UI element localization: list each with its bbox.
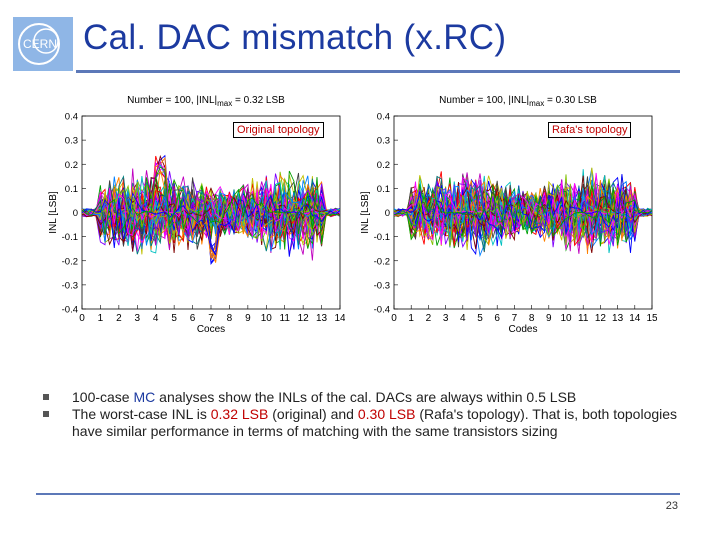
y-tick-label: -0.2 bbox=[62, 256, 78, 267]
inl-series-line bbox=[394, 184, 652, 239]
y-tick-label: 0.3 bbox=[65, 136, 78, 147]
y-tick-label: -0.1 bbox=[374, 232, 390, 243]
y-tick-label: 0 bbox=[385, 208, 390, 219]
x-tick-label: 0 bbox=[391, 313, 397, 324]
inl-series-line bbox=[394, 175, 652, 254]
series-group bbox=[82, 154, 340, 265]
y-tick-label: 0.2 bbox=[65, 160, 78, 171]
inl-series-line bbox=[394, 181, 652, 245]
bullet-list: 100-case MC analyses show the INLs of th… bbox=[42, 389, 692, 440]
chart-rafa-topology: Number = 100, |INL|max = 0.30 LSB 0.4 0.3 0… bbox=[357, 86, 657, 336]
bullet-2-pre: The worst-case INL is bbox=[72, 406, 211, 422]
x-tick-label: 13 bbox=[612, 313, 624, 324]
x-tick-label: 12 bbox=[298, 313, 310, 324]
x-tick-label: 14 bbox=[629, 313, 641, 324]
x-tick-label: 3 bbox=[135, 313, 141, 324]
cern-logo: CERN bbox=[13, 17, 73, 71]
annotation-original-topology: Original topology bbox=[233, 122, 324, 138]
x-axis-label: Codes bbox=[509, 324, 538, 335]
y-tick-label: -0.4 bbox=[62, 305, 78, 316]
bullet-2-post: (Rafa's topology). That is, both topolog… bbox=[72, 406, 678, 439]
inl-series-line bbox=[82, 156, 340, 259]
x-tick-label: 2 bbox=[426, 313, 432, 324]
x-tick-label: 1 bbox=[98, 313, 104, 324]
chart-title: Number = 100, |INL|max = 0.30 LSB bbox=[439, 95, 597, 108]
y-axis-label: INL [LSB] bbox=[48, 191, 59, 234]
inl-plot-original: Number = 100, |INL|max = 0.32 LSB 0.4 0.3 0… bbox=[48, 95, 345, 335]
y-tick-label: 0.4 bbox=[377, 112, 390, 123]
series-group bbox=[394, 167, 652, 258]
footer-divider bbox=[36, 493, 680, 495]
bullet-1-post: analyses show the INLs of the cal. DACs … bbox=[155, 389, 577, 405]
bullet-marker bbox=[43, 394, 49, 400]
y-tick-label: -0.4 bbox=[374, 305, 390, 316]
x-tick-label: 10 bbox=[560, 313, 572, 324]
x-tick-label: 5 bbox=[477, 313, 483, 324]
x-tick-label: 5 bbox=[171, 313, 177, 324]
chart-original-topology: Number = 100, |INL|max = 0.32 LSB 0.4 0.3 0… bbox=[45, 86, 345, 336]
y-tick-label: -0.3 bbox=[62, 280, 78, 291]
cern-logo-text: CERN bbox=[23, 37, 57, 51]
chart-title: Number = 100, |INL|max = 0.32 LSB bbox=[127, 95, 285, 108]
y-tick-label: 0 bbox=[73, 208, 78, 219]
inl-series-line bbox=[394, 184, 652, 246]
x-axis-label: Coces bbox=[197, 324, 225, 335]
y-tick-label: 0.4 bbox=[65, 112, 78, 123]
page-title: Cal. DAC mismatch (x.RC) bbox=[83, 18, 507, 57]
inl-series-line bbox=[394, 174, 652, 253]
inl-series-line bbox=[82, 188, 340, 240]
y-tick-label: 0.1 bbox=[65, 184, 78, 195]
inl-plot-rafa: Number = 100, |INL|max = 0.30 LSB 0.4 0.3 0… bbox=[360, 95, 657, 335]
x-tick-label: 7 bbox=[512, 313, 518, 324]
x-tick-label: 4 bbox=[153, 313, 159, 324]
x-tick-label: 7 bbox=[208, 313, 214, 324]
page-number: 23 bbox=[665, 500, 678, 512]
x-tick-label: 8 bbox=[227, 313, 233, 324]
bullet-2-rafa-value: 0.30 LSB bbox=[357, 406, 416, 422]
title-divider bbox=[76, 70, 680, 73]
y-tick-label: -0.1 bbox=[62, 232, 78, 243]
inl-series-line bbox=[394, 180, 652, 249]
x-tick-label: 2 bbox=[116, 313, 122, 324]
x-tick-label: 9 bbox=[546, 313, 552, 324]
x-tick-label: 4 bbox=[460, 313, 466, 324]
bullet-1-pre: 100-case bbox=[72, 389, 134, 405]
x-tick-label: 11 bbox=[578, 313, 589, 324]
x-tick-label: 6 bbox=[190, 313, 196, 324]
y-tick-label: 0.3 bbox=[377, 136, 390, 147]
x-tick-label: 11 bbox=[280, 313, 291, 324]
x-tick-label: 3 bbox=[443, 313, 449, 324]
y-tick-label: 0.2 bbox=[377, 160, 390, 171]
x-tick-label: 0 bbox=[79, 313, 85, 324]
bullet-2-mid: (original) and bbox=[268, 406, 358, 422]
x-tick-label: 8 bbox=[529, 313, 535, 324]
inl-series-line bbox=[82, 166, 340, 245]
x-tick-label: 13 bbox=[316, 313, 328, 324]
bullet-2-original-value: 0.32 LSB bbox=[210, 406, 269, 422]
y-tick-label: -0.3 bbox=[374, 280, 390, 291]
x-tick-label: 6 bbox=[494, 313, 500, 324]
x-tick-label: 12 bbox=[595, 313, 607, 324]
x-tick-label: 15 bbox=[646, 313, 657, 324]
bullet-item: The worst-case INL is 0.32 LSB (original… bbox=[42, 406, 692, 440]
x-tick-label: 9 bbox=[245, 313, 251, 324]
x-tick-label: 14 bbox=[334, 313, 345, 324]
y-tick-label: 0.1 bbox=[377, 184, 390, 195]
y-tick-label: -0.2 bbox=[374, 256, 390, 267]
inl-series-line bbox=[82, 177, 340, 241]
annotation-rafa-topology: Rafa's topology bbox=[548, 122, 632, 138]
bullet-item: 100-case MC analyses show the INLs of th… bbox=[42, 389, 692, 406]
x-tick-label: 10 bbox=[261, 313, 273, 324]
y-axis-label: INL [LSB] bbox=[360, 191, 371, 234]
x-tick-label: 1 bbox=[408, 313, 414, 324]
inl-series-line bbox=[394, 183, 652, 247]
bullet-marker bbox=[43, 411, 49, 417]
bullet-1-mc: MC bbox=[133, 389, 156, 405]
